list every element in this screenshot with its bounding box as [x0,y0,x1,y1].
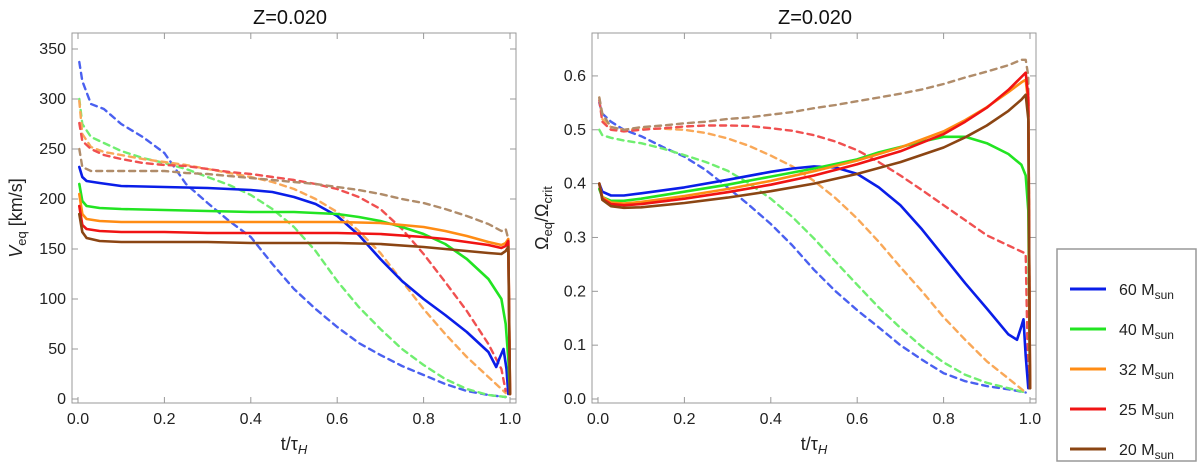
left-y-ticks: 0 50 100 150 200 250 300 350 [39,41,516,408]
right-series-25-dashed-line [598,99,1030,390]
left-y-tick-label: 150 [39,241,66,258]
left-y-tick-label: 50 [48,341,66,358]
right-x-tick-label: 0.0 [587,411,609,428]
left-series-60-solid-line [78,165,510,396]
left-y-tick-label: 350 [39,41,66,58]
right-y-tick-label: 0.0 [564,391,586,408]
left-x-axis-label: t/τH [281,434,308,457]
right-series-25-solid-line [598,71,1032,390]
left-y-tick-label: 100 [39,291,66,308]
right-series-40-solid-line [598,135,1032,390]
legend-label-20: 20 Msun [1119,442,1174,462]
right-x-tick-label: 0.6 [846,411,868,428]
left-y-tick-label: 250 [39,141,66,158]
legend-box [1056,248,1197,462]
right-y-tick-label: 0.3 [564,229,586,246]
left-x-tick-label: 1.0 [499,411,521,428]
left-series-20-dashed-line [78,147,512,396]
right-y-ticks: 0.0 0.1 0.2 0.3 0.4 0.5 0.6 [564,68,1036,408]
right-y-tick-label: 0.1 [564,337,586,354]
left-series-60-dashed-line [78,60,507,399]
right-x-tick-label: 0.8 [932,411,954,428]
legend: 60 Msun 40 Msun 32 Msun 25 Msun 20 Msun [1056,248,1197,462]
right-y-tick-label: 0.2 [564,283,586,300]
right-chart-panel: Z=0.020 0.00.10.20.30.40.50.6 0.0 0.2 0.4 0… [532,7,1041,457]
legend-label-32: 32 Msun [1119,362,1174,382]
left-plot-frame [71,32,517,404]
left-series-40-solid-line [78,182,512,396]
left-x-tick-label: 0.8 [412,411,434,428]
left-x-tick-label: 0.0 [67,411,89,428]
right-series-group [598,58,1032,394]
legend-label-25: 25 Msun [1119,402,1174,422]
left-x-tick-label: 0.2 [153,411,175,428]
left-y-tick-label: 200 [39,191,66,208]
right-x-tick-label: 1.0 [1019,411,1041,428]
right-x-tick-label: 0.2 [673,411,695,428]
left-series-group [78,60,512,399]
left-series-20-solid-line [78,212,512,396]
right-x-axis-label: t/τH [801,434,828,457]
left-x-tick-label: 0.4 [240,411,262,428]
right-series-40-dashed-line [598,128,1027,394]
right-plot-frame [591,32,1037,404]
right-series-32-dashed-line [598,96,1027,394]
right-y-axis-label: Ωeq/Ωcrit [532,186,555,250]
left-series-40-dashed-line [78,97,507,399]
left-series-32-dashed-line [78,99,507,395]
right-series-32-solid-line [598,78,1032,390]
right-series-60-dashed-line [598,101,1027,394]
left-series-25-solid-line [78,204,512,396]
left-chart-title: Z=0.020 [253,7,327,29]
right-x-ticks: 0.0 0.2 0.4 0.6 0.8 1.0 [587,33,1041,428]
left-y-tick-label: 300 [39,91,66,108]
left-y-axis-label: Veq [km/s] [6,178,29,257]
right-series-20-dashed-line [598,58,1032,390]
right-y-tick-label: 0.5 [564,122,586,139]
left-x-tick-label: 0.6 [326,411,348,428]
right-series-60-solid-line [598,165,1030,390]
left-series-32-solid-line [78,192,512,396]
right-y-tick-label: 0.4 [564,176,586,193]
left-x-ticks: 0.0 0.2 0.4 0.6 0.8 1.0 [67,33,521,428]
right-series-20-solid-line [598,93,1032,390]
left-y-tick-label: 0 [57,391,66,408]
right-y-tick-label: 0.6 [564,68,586,85]
left-series-25-dashed-line [78,121,507,393]
right-chart-title: Z=0.020 [778,7,852,29]
legend-label-60: 60 Msun [1119,282,1174,302]
right-x-tick-label: 0.4 [760,411,782,428]
legend-label-40: 40 Msun [1119,322,1174,342]
legend-items: 60 Msun 40 Msun 32 Msun 25 Msun 20 Msun [1070,282,1174,462]
